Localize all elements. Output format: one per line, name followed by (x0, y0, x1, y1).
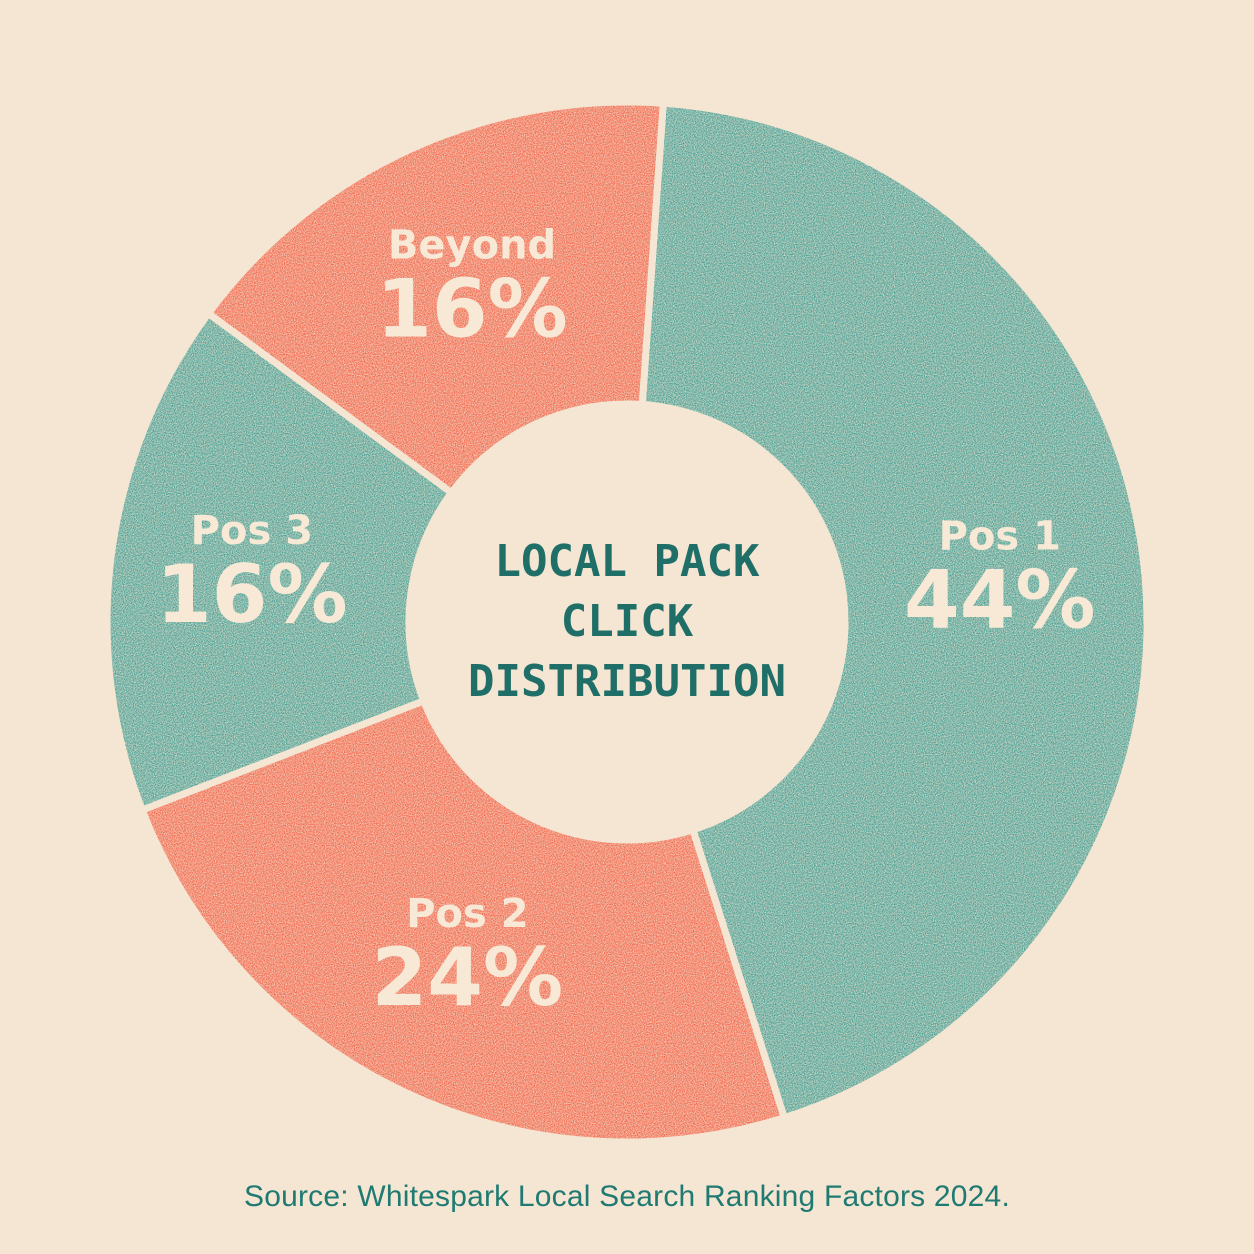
center-hole (409, 404, 845, 840)
slice-name-label: Pos 2 (406, 891, 528, 937)
slice-value-label: 16% (156, 548, 347, 641)
chart-title-line: LOCAL PACK (495, 536, 760, 587)
slice-name-label: Beyond (388, 223, 556, 269)
slice-name-label: Pos 3 (191, 508, 313, 554)
slice-value-label: 44% (904, 554, 1095, 647)
slice-value-label: 24% (372, 931, 563, 1024)
source-note: Source: Whitespark Local Search Ranking … (244, 1180, 1010, 1213)
slice-name-label: Pos 1 (939, 514, 1061, 560)
slice-value-label: 16% (376, 263, 567, 356)
chart-title: LOCAL PACK CLICK DISTRIBUTION (468, 536, 786, 707)
slices (103, 98, 1151, 1146)
chart-title-line: CLICK (561, 596, 694, 647)
chart-title-line: DISTRIBUTION (468, 656, 786, 707)
